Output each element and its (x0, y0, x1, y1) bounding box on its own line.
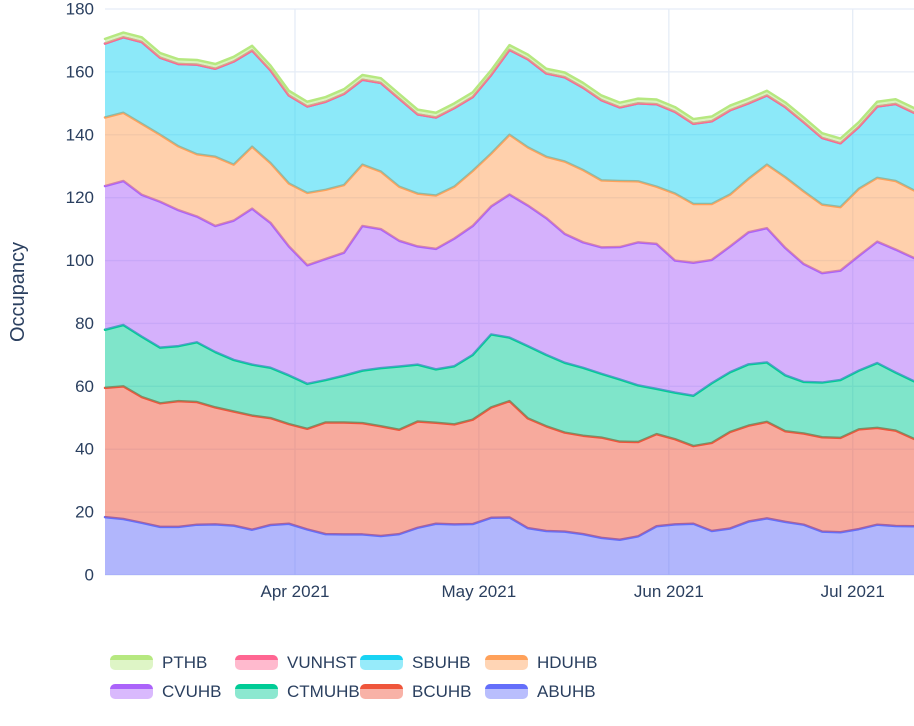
legend-swatch-icon-VUNHST (235, 654, 278, 670)
line-VUNHST (103, 36, 914, 145)
x-tick-label-May-2021: May 2021 (442, 582, 517, 601)
y-tick-label-0: 0 (85, 566, 94, 585)
legend-label-ABUHB: ABUHB (537, 681, 596, 701)
y-tick-label-100: 100 (66, 251, 94, 270)
area-CVUHB (105, 181, 914, 396)
legend-item-ABUHB[interactable]: ABUHB (485, 682, 610, 700)
legend-item-SBUHB[interactable]: SBUHB (360, 653, 485, 671)
legend-swatch-icon-HDUHB (485, 654, 528, 670)
y-tick-label-20: 20 (75, 503, 94, 522)
legend-item-PTHB[interactable]: PTHB (110, 653, 235, 671)
x-tick-label-Apr-2021: Apr 2021 (260, 582, 329, 601)
legend-label-BCUHB: BCUHB (412, 681, 472, 701)
legend-swatch-icon-BCUHB (360, 683, 403, 699)
legend-item-CVUHB[interactable]: CVUHB (110, 682, 235, 700)
legend-label-SBUHB: SBUHB (412, 652, 471, 672)
area-CTMUHB (105, 325, 914, 447)
legend-item-CTMUHB[interactable]: CTMUHB (235, 682, 360, 700)
area-HDUHB (105, 112, 914, 274)
y-axis-title: Occupancy (7, 242, 29, 342)
y-tick-label-60: 60 (75, 377, 94, 396)
x-tick-label-Jul-2021: Jul 2021 (821, 582, 885, 601)
y-tick-label-80: 80 (75, 314, 94, 333)
y-tick-label-40: 40 (75, 440, 94, 459)
legend-swatch-icon-CVUHB (110, 683, 153, 699)
legend-item-BCUHB[interactable]: BCUHB (360, 682, 485, 700)
y-tick-label-180: 180 (66, 0, 94, 19)
legend-swatch-icon-CTMUHB (235, 683, 278, 699)
y-tick-label-140: 140 (66, 125, 94, 144)
legend-item-VUNHST[interactable]: VUNHST (235, 653, 360, 671)
line-PTHB (103, 31, 914, 140)
legend-swatch-icon-ABUHB (485, 683, 528, 699)
legend-label-CTMUHB: CTMUHB (287, 681, 360, 701)
legend-swatch-icon-PTHB (110, 654, 153, 670)
y-tick-label-160: 160 (66, 62, 94, 81)
legend-label-PTHB: PTHB (162, 652, 208, 672)
legend-swatch-icon-SBUHB (360, 654, 403, 670)
area-SBUHB (105, 37, 914, 208)
area-BCUHB (105, 386, 914, 540)
legend-label-HDUHB: HDUHB (537, 652, 598, 672)
occupancy-stacked-area-chart: 0 20 40 60 80 100 120 140 160 180 Apr 2021 May 2021… (7, 0, 914, 601)
x-tick-label-Jun-2021: Jun 2021 (634, 582, 704, 601)
y-tick-label-120: 120 (66, 188, 94, 207)
line-HDUHB (103, 111, 914, 209)
legend-label-CVUHB: CVUHB (162, 681, 222, 701)
legend-item-HDUHB[interactable]: HDUHB (485, 653, 610, 671)
legend-label-VUNHST: VUNHST (287, 652, 357, 672)
chart-legend: PTHB VUNHST SBUHB HDUHB CVUHB CTMUHB BCUHB ABUH… (110, 653, 610, 700)
